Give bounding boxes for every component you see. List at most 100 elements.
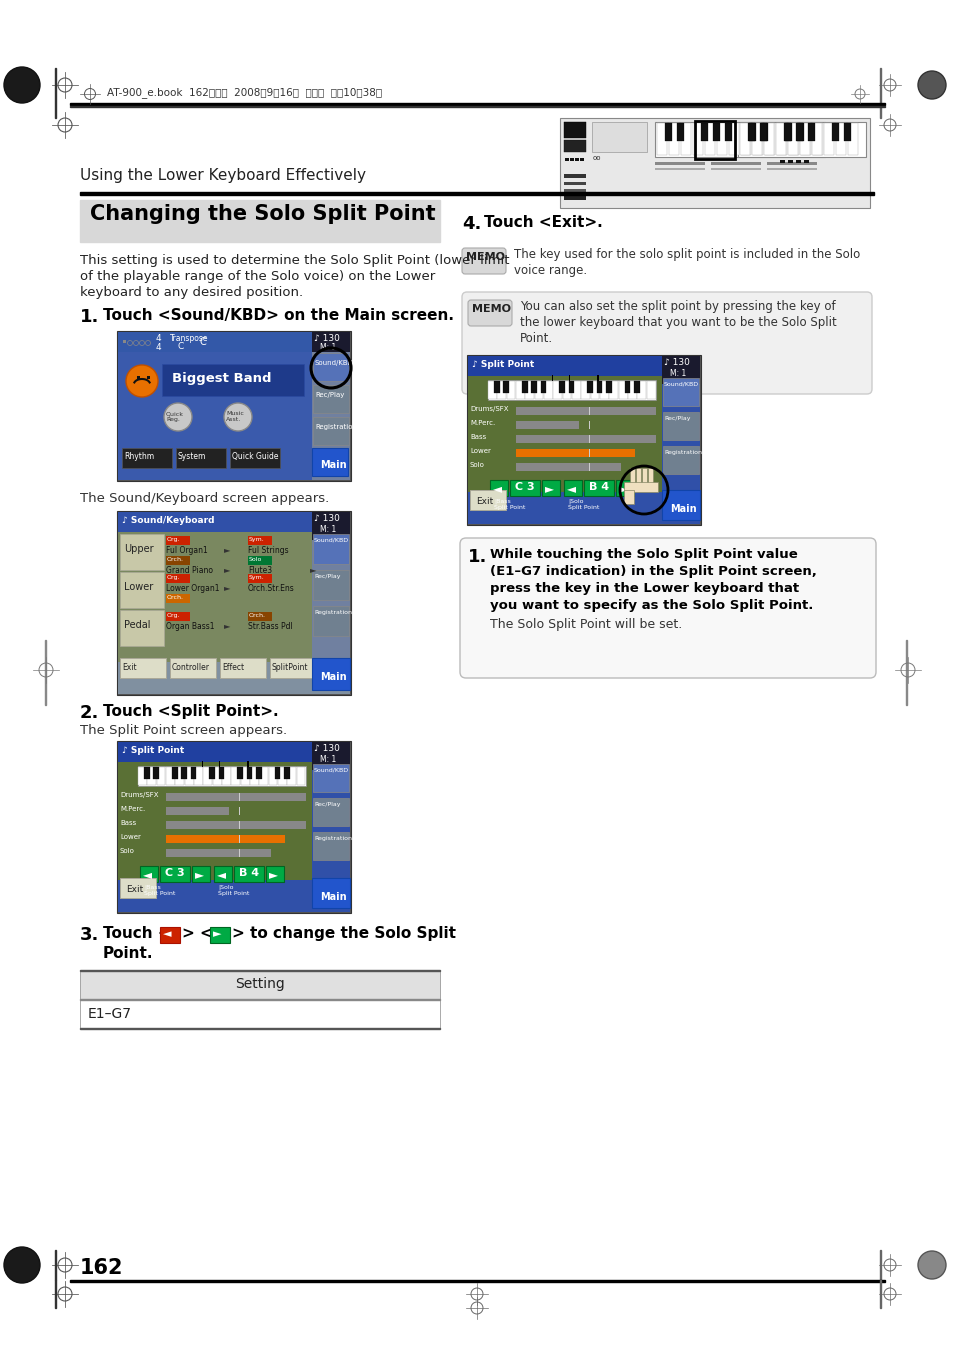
- Text: Split Point: Split Point: [218, 892, 249, 896]
- Text: the lower keyboard that you want to be the Solo Split: the lower keyboard that you want to be t…: [519, 316, 836, 330]
- Bar: [516, 381, 524, 399]
- Bar: [312, 512, 350, 540]
- Text: Org.: Org.: [167, 536, 180, 542]
- Bar: [748, 123, 755, 141]
- Bar: [563, 182, 585, 185]
- Bar: [516, 407, 656, 415]
- Text: 2.: 2.: [80, 704, 99, 721]
- Bar: [70, 103, 884, 104]
- Bar: [312, 449, 348, 476]
- Bar: [144, 767, 150, 780]
- Bar: [710, 162, 760, 165]
- Text: Str.Bass Pdl: Str.Bass Pdl: [248, 621, 293, 631]
- Bar: [605, 381, 611, 393]
- Text: Controller: Controller: [172, 663, 210, 671]
- Text: Orch.: Orch.: [167, 594, 184, 600]
- Bar: [237, 767, 243, 780]
- Bar: [747, 123, 754, 141]
- Text: Rec/Play: Rec/Play: [314, 802, 340, 807]
- Bar: [218, 767, 224, 780]
- Text: Rhythm: Rhythm: [124, 453, 154, 461]
- Bar: [470, 490, 505, 509]
- Bar: [597, 376, 598, 381]
- Text: Main: Main: [319, 459, 346, 470]
- Circle shape: [164, 403, 192, 431]
- Bar: [120, 658, 166, 678]
- Bar: [138, 766, 306, 786]
- Bar: [835, 123, 845, 155]
- Bar: [704, 123, 714, 155]
- Bar: [627, 381, 637, 399]
- Bar: [147, 376, 150, 380]
- Bar: [879, 1250, 880, 1279]
- Text: System: System: [178, 453, 206, 461]
- Bar: [760, 123, 766, 141]
- Bar: [250, 767, 258, 785]
- Bar: [185, 767, 193, 785]
- Bar: [193, 767, 203, 785]
- Bar: [80, 200, 439, 242]
- Bar: [787, 123, 797, 155]
- Bar: [588, 449, 589, 457]
- Bar: [655, 162, 704, 165]
- Bar: [564, 158, 568, 161]
- Bar: [516, 422, 578, 430]
- Text: ◄: ◄: [566, 482, 576, 494]
- Bar: [559, 118, 869, 208]
- Text: Ful Organ1: Ful Organ1: [166, 546, 208, 555]
- Text: |Solo: |Solo: [567, 499, 583, 504]
- Text: 162: 162: [80, 1258, 123, 1278]
- Bar: [166, 536, 190, 544]
- Bar: [692, 123, 702, 155]
- Text: ►: ►: [194, 867, 204, 881]
- Text: keyboard to any desired position.: keyboard to any desired position.: [80, 286, 303, 299]
- Text: M: 1: M: 1: [669, 369, 685, 378]
- Bar: [623, 482, 658, 492]
- Bar: [787, 159, 792, 163]
- Bar: [575, 158, 578, 161]
- Text: Transpose: Transpose: [170, 334, 209, 343]
- Bar: [563, 196, 585, 200]
- Bar: [55, 1250, 56, 1279]
- Text: ♪ 130: ♪ 130: [314, 334, 339, 343]
- Bar: [636, 467, 640, 484]
- Text: Drums/SFX: Drums/SFX: [120, 792, 158, 798]
- Text: ►: ►: [310, 565, 316, 574]
- Bar: [118, 532, 312, 662]
- Text: You can also set the split point by pressing the key of: You can also set the split point by pres…: [519, 300, 835, 313]
- Text: This setting is used to determine the Solo Split Point (lower limit: This setting is used to determine the So…: [80, 254, 509, 267]
- Bar: [776, 123, 786, 155]
- Bar: [563, 174, 585, 178]
- Text: press the key in the Lower keyboard that: press the key in the Lower keyboard that: [490, 582, 799, 594]
- Bar: [623, 490, 634, 504]
- Bar: [783, 123, 790, 141]
- Bar: [879, 1279, 880, 1308]
- Bar: [156, 767, 165, 785]
- Text: Sound/KBD: Sound/KBD: [314, 359, 354, 366]
- Bar: [488, 380, 656, 400]
- Text: ►: ►: [224, 544, 231, 554]
- Bar: [788, 123, 799, 155]
- Bar: [618, 381, 627, 399]
- Bar: [160, 866, 190, 882]
- Text: Changing the Solo Split Point: Changing the Solo Split Point: [90, 204, 436, 224]
- Text: Effect: Effect: [222, 663, 244, 671]
- Text: of the playable range of the Solo voice) on the Lower: of the playable range of the Solo voice)…: [80, 270, 435, 282]
- Bar: [248, 612, 272, 621]
- Bar: [123, 340, 126, 343]
- Text: Bass: Bass: [470, 434, 486, 440]
- Bar: [181, 767, 187, 780]
- Text: Quick Guide: Quick Guide: [232, 453, 278, 461]
- Bar: [590, 381, 598, 399]
- Text: 4: 4: [156, 334, 161, 343]
- Bar: [166, 612, 190, 621]
- Bar: [248, 574, 272, 584]
- Bar: [312, 742, 350, 770]
- Bar: [680, 123, 690, 155]
- Text: ►: ►: [224, 565, 231, 574]
- Text: ►: ►: [213, 929, 221, 939]
- Text: |Solo: |Solo: [218, 884, 233, 889]
- Bar: [795, 159, 801, 163]
- Bar: [467, 355, 700, 526]
- Bar: [740, 123, 750, 155]
